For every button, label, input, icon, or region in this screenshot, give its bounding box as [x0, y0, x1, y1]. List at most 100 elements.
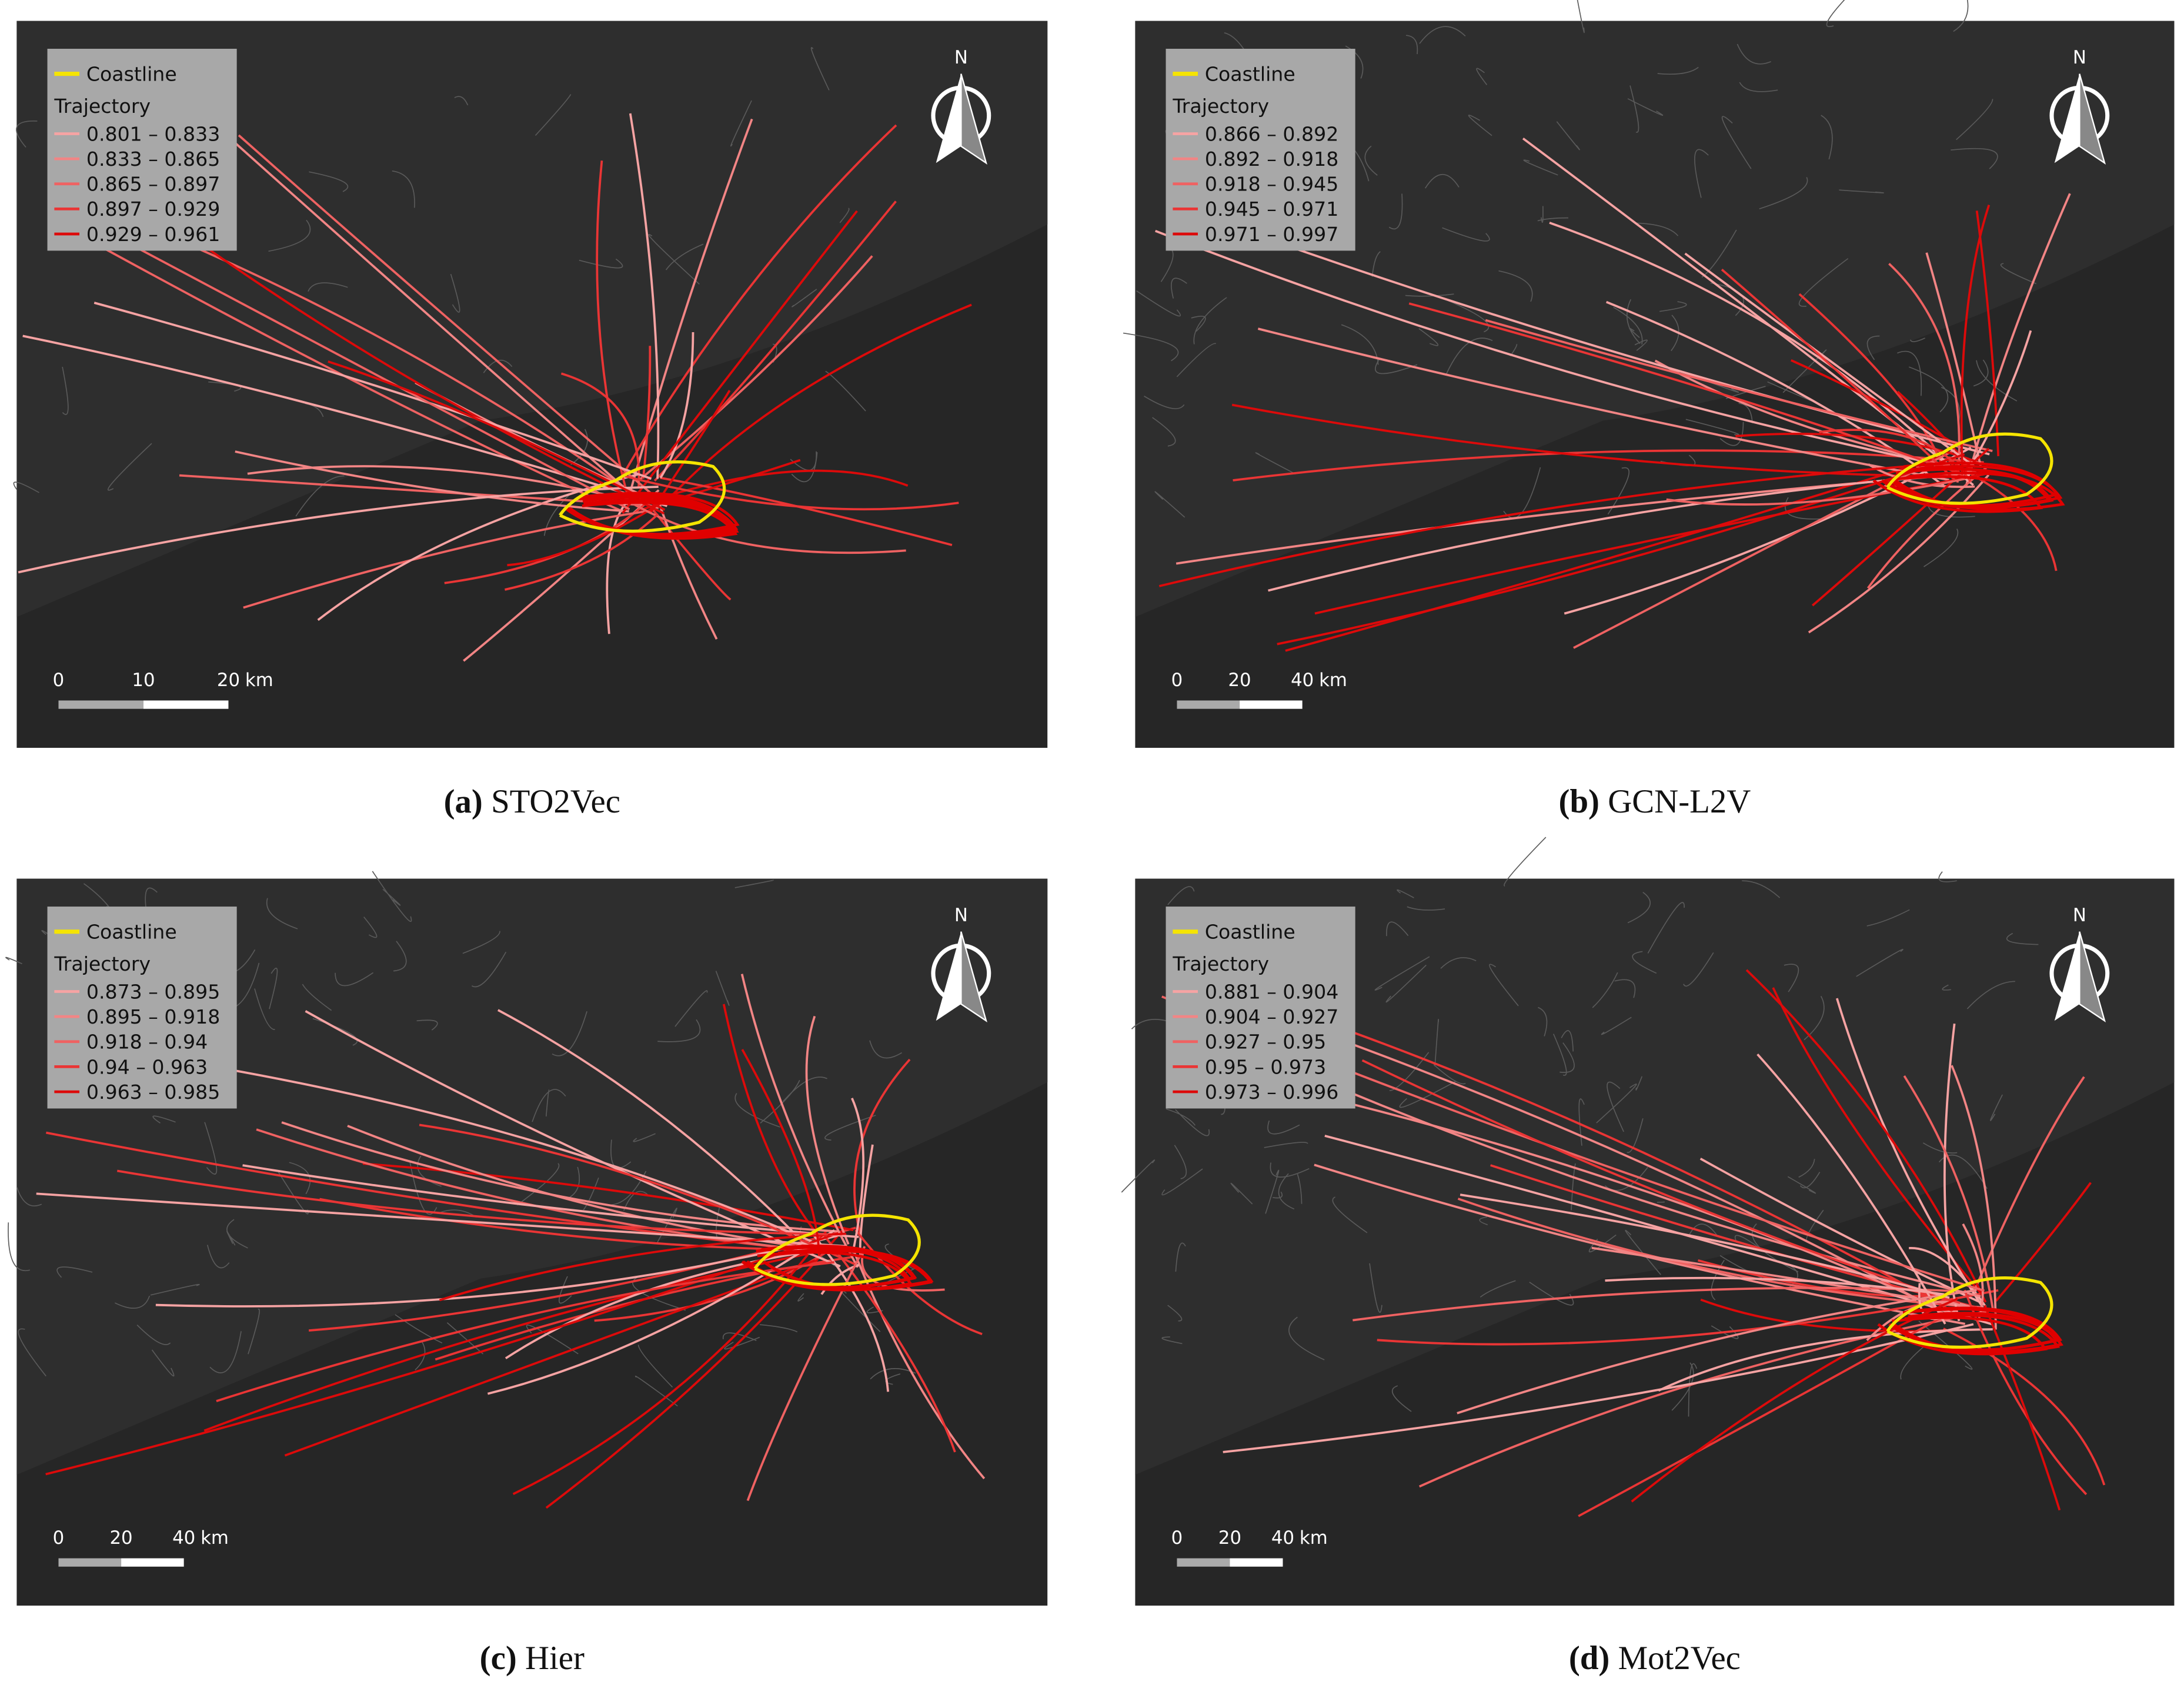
road: [1556, 121, 1580, 151]
trajectory: [487, 1229, 835, 1395]
road: [1152, 417, 1176, 447]
scale-bar: [1230, 1558, 1283, 1567]
caption: (d) Mot2Vec: [1569, 1640, 1741, 1677]
road: [1375, 359, 1418, 374]
road: [392, 170, 415, 208]
legend-label: 0.973 – 0.996: [1205, 1081, 1339, 1104]
road: [1900, 1345, 1926, 1380]
trajectory: [155, 1235, 838, 1308]
trajectory: [179, 474, 644, 507]
legend-label: 0.904 – 0.927: [1205, 1005, 1339, 1028]
trajectory: [1277, 453, 1965, 646]
trajectory: [1756, 1053, 1946, 1325]
north-needle: [936, 73, 961, 163]
coastline: [753, 1213, 921, 1286]
trajectory: [1353, 1286, 1951, 1322]
road: [107, 443, 152, 491]
road: [289, 1162, 311, 1195]
road: [62, 366, 69, 415]
road: [1498, 270, 1533, 302]
scale-bar: [58, 700, 143, 709]
road: [1405, 293, 1454, 297]
scale-unit: km: [1300, 1527, 1328, 1549]
road: [1369, 1263, 1382, 1313]
road: [1956, 99, 1993, 141]
road: [1856, 949, 1904, 977]
road: [657, 1019, 701, 1042]
road: [1634, 339, 1648, 351]
road: [1537, 217, 1569, 222]
road: [1866, 335, 1880, 360]
road: [535, 94, 572, 136]
trajectory: [620, 124, 897, 478]
road: [1267, 1120, 1300, 1135]
north-needle: [2054, 931, 2080, 1021]
trajectory: [1223, 1323, 1974, 1453]
road: [1174, 1145, 1187, 1179]
road: [1688, 1363, 1698, 1417]
scale-label: 0: [53, 1527, 65, 1549]
road: [1990, 1094, 2003, 1121]
road: [1123, 332, 1179, 362]
land: [1135, 878, 2175, 1475]
trajectory: [1457, 1289, 1977, 1415]
legend-title: Trajectory: [54, 95, 151, 118]
legend-label: 0.866 – 0.892: [1205, 122, 1339, 145]
road: [665, 243, 704, 270]
north-needle: [936, 931, 961, 1021]
trajectory: [165, 1057, 812, 1243]
road: [471, 951, 507, 988]
trajectory: [664, 303, 972, 504]
road: [1386, 921, 1409, 937]
road: [1552, 1034, 1567, 1076]
road: [1442, 227, 1490, 242]
road: [1736, 44, 1771, 65]
road: [1922, 1142, 1958, 1153]
scale-bar: [1177, 700, 1240, 709]
road: [1635, 1076, 1643, 1091]
trajectory: [46, 1131, 816, 1253]
trajectory: [625, 475, 959, 511]
trajectory: [626, 499, 906, 554]
road: [1154, 491, 1185, 518]
trajectory: [439, 1232, 847, 1302]
road: [8, 1222, 31, 1272]
road: [825, 370, 866, 412]
road: [268, 219, 311, 252]
road: [1799, 1172, 1821, 1189]
trajectory: [1377, 1289, 1999, 1346]
road: [382, 888, 401, 906]
road: [1629, 85, 1639, 133]
road: [209, 1331, 242, 1373]
trajectory: [1972, 1076, 2085, 1295]
road: [145, 887, 158, 910]
road: [517, 1163, 560, 1206]
north-needle: [960, 73, 987, 165]
road: [454, 96, 469, 106]
trajectory: [812, 1234, 890, 1392]
legend-label: 0.881 – 0.904: [1205, 980, 1339, 1003]
road: [1434, 1018, 1439, 1066]
road: [1966, 981, 2015, 1009]
road: [450, 273, 460, 313]
trajectory: [203, 1247, 834, 1432]
road: [824, 1115, 876, 1141]
trajectory: [642, 346, 652, 479]
legend-title: Trajectory: [1172, 95, 1269, 118]
scale-bar: [1177, 1558, 1230, 1567]
legend-label: 0.865 – 0.897: [86, 173, 221, 196]
road: [1523, 159, 1558, 176]
road: [2006, 932, 2039, 945]
road: [18, 1328, 46, 1377]
road: [295, 475, 345, 517]
land: [16, 21, 1048, 617]
road: [1657, 66, 1699, 75]
north-arrow: N: [2049, 905, 2110, 1023]
road: [1166, 1108, 1195, 1126]
road: [1719, 422, 1744, 446]
trajectory: [319, 1198, 832, 1251]
road: [269, 967, 278, 1009]
land: [1135, 21, 2175, 617]
